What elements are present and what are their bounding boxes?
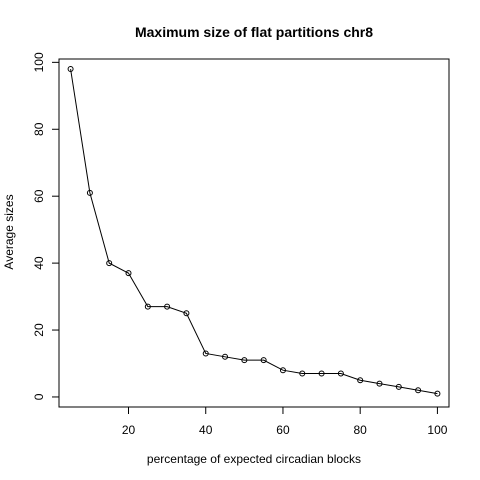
data-point bbox=[318, 370, 325, 377]
x-tick-label: 40 bbox=[199, 423, 213, 437]
data-point bbox=[434, 390, 441, 397]
data-point bbox=[144, 303, 151, 310]
chart-title: Maximum size of flat partitions chr8 bbox=[135, 24, 373, 40]
y-tick-label: 20 bbox=[32, 323, 46, 337]
data-point bbox=[86, 189, 93, 196]
y-tick-label: 100 bbox=[32, 52, 46, 72]
data-point bbox=[222, 353, 229, 360]
series-line bbox=[70, 68, 438, 395]
plot-frame bbox=[58, 58, 450, 408]
data-point bbox=[279, 367, 286, 374]
data-point bbox=[395, 383, 402, 390]
y-tick-label: 0 bbox=[32, 393, 46, 400]
data-point bbox=[106, 260, 113, 267]
x-tick-label: 20 bbox=[122, 423, 136, 437]
data-point bbox=[376, 380, 383, 387]
data-point bbox=[260, 357, 267, 364]
y-tick-label: 60 bbox=[32, 189, 46, 203]
y-tick-label: 40 bbox=[32, 256, 46, 270]
data-point bbox=[299, 370, 306, 377]
data-point bbox=[357, 377, 364, 384]
data-point bbox=[202, 350, 209, 357]
x-tick-label: 60 bbox=[276, 423, 290, 437]
x-tick-label: 100 bbox=[427, 423, 447, 437]
data-point bbox=[164, 303, 171, 310]
y-axis-label: Average sizes bbox=[2, 194, 16, 269]
x-axis-label: percentage of expected circadian blocks bbox=[147, 452, 361, 466]
data-point bbox=[67, 66, 74, 73]
x-tick-label: 80 bbox=[354, 423, 368, 437]
x-axis: 20 40 60 80 100 bbox=[122, 406, 448, 437]
y-tick-label: 80 bbox=[32, 122, 46, 136]
y-axis: 0 20 40 60 80 100 bbox=[32, 52, 60, 400]
data-point bbox=[125, 270, 132, 277]
data-point bbox=[183, 310, 190, 317]
data-point bbox=[415, 387, 422, 394]
data-points bbox=[67, 66, 441, 397]
data-point bbox=[241, 357, 248, 364]
data-point bbox=[337, 370, 344, 377]
